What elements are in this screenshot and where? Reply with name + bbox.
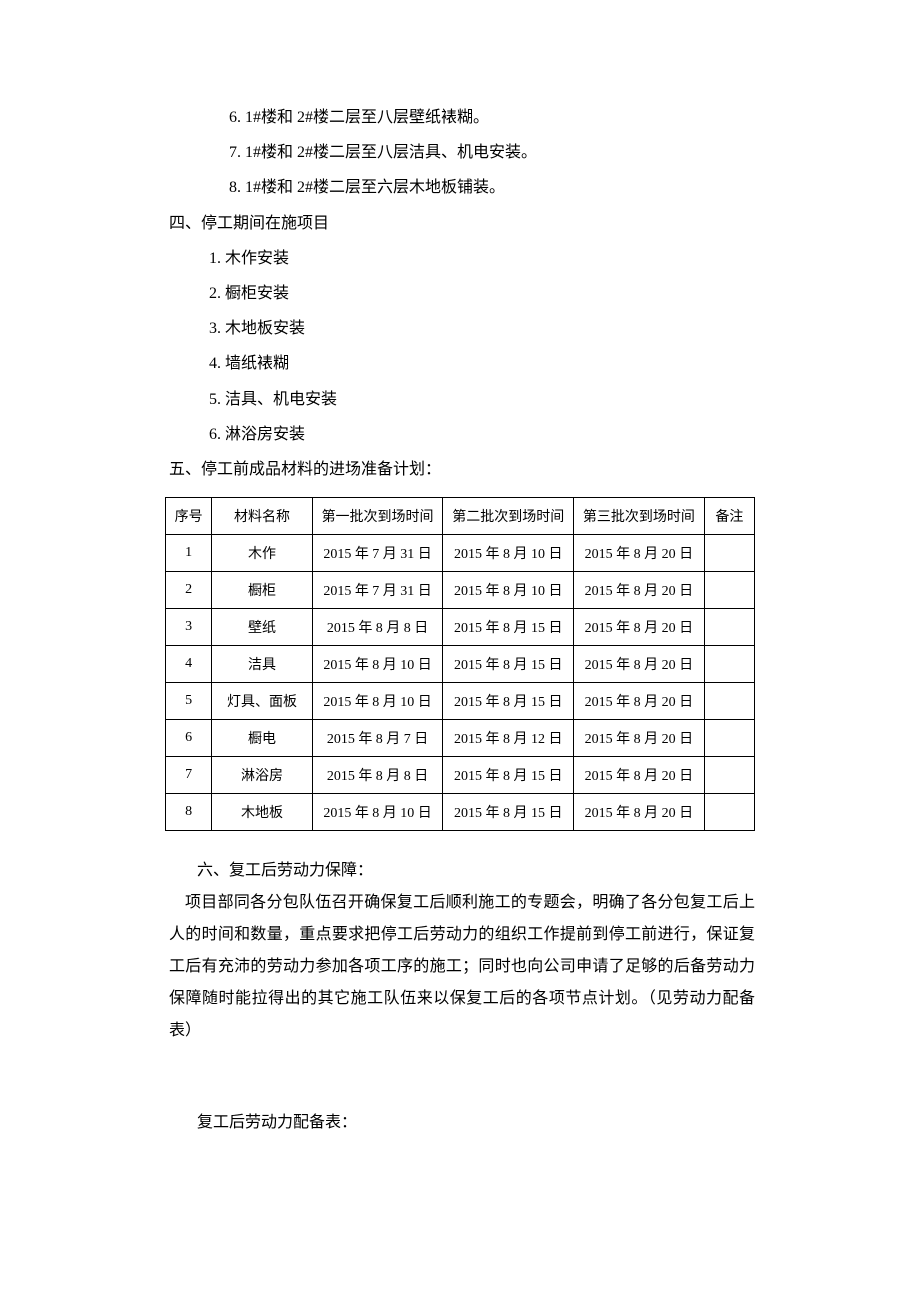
- table-header-row: 序号 材料名称 第一批次到场时间 第二批次到场时间 第三批次到场时间 备注: [166, 498, 755, 535]
- section-4-heading: 四、停工期间在施项目: [169, 206, 755, 241]
- list-item: 1. 木作安装: [209, 241, 755, 276]
- materials-table: 序号 材料名称 第一批次到场时间 第二批次到场时间 第三批次到场时间 备注 1木…: [165, 497, 755, 831]
- table-cell: 木地板: [212, 794, 313, 831]
- table-cell: 2015 年 8 月 15 日: [443, 609, 574, 646]
- table-cell: 2015 年 8 月 10 日: [443, 535, 574, 572]
- table-cell: 2015 年 8 月 12 日: [443, 720, 574, 757]
- table-cell: 2015 年 8 月 20 日: [574, 609, 705, 646]
- list-item: 8. 1#楼和 2#楼二层至六层木地板铺装。: [229, 170, 755, 205]
- table-cell: 2015 年 8 月 20 日: [574, 757, 705, 794]
- table-cell: 2015 年 8 月 20 日: [574, 535, 705, 572]
- table-row: 8木地板2015 年 8 月 10 日2015 年 8 月 15 日2015 年…: [166, 794, 755, 831]
- table-cell: 2015 年 8 月 8 日: [312, 757, 443, 794]
- table-cell: 2015 年 8 月 15 日: [443, 757, 574, 794]
- table-cell: 2015 年 8 月 15 日: [443, 683, 574, 720]
- table-cell: 6: [166, 720, 212, 757]
- table-cell: 2015 年 8 月 15 日: [443, 794, 574, 831]
- table-cell: [704, 646, 754, 683]
- list-item: 3. 木地板安装: [209, 311, 755, 346]
- table-cell: 2015 年 8 月 7 日: [312, 720, 443, 757]
- table-cell: 洁具: [212, 646, 313, 683]
- section-6-body: 项目部同各分包队伍召开确保复工后顺利施工的专题会，明确了各分包复工后上人的时间和…: [169, 887, 755, 1047]
- table-row: 4洁具2015 年 8 月 10 日2015 年 8 月 15 日2015 年 …: [166, 646, 755, 683]
- table-cell: 2015 年 8 月 20 日: [574, 720, 705, 757]
- col-header: 备注: [704, 498, 754, 535]
- table-row: 1木作2015 年 7 月 31 日2015 年 8 月 10 日2015 年 …: [166, 535, 755, 572]
- section-5-heading: 五、停工前成品材料的进场准备计划：: [169, 452, 755, 487]
- section-6-heading: 六、复工后劳动力保障：: [165, 855, 755, 887]
- col-header: 第三批次到场时间: [574, 498, 705, 535]
- table-cell: 灯具、面板: [212, 683, 313, 720]
- table-cell: 2015 年 7 月 31 日: [312, 535, 443, 572]
- table-cell: 橱电: [212, 720, 313, 757]
- table-row: 5灯具、面板2015 年 8 月 10 日2015 年 8 月 15 日2015…: [166, 683, 755, 720]
- list-item: 5. 洁具、机电安装: [209, 382, 755, 417]
- col-header: 第一批次到场时间: [312, 498, 443, 535]
- table-cell: [704, 535, 754, 572]
- table-row: 3壁纸2015 年 8 月 8 日2015 年 8 月 15 日2015 年 8…: [166, 609, 755, 646]
- table-cell: 2015 年 8 月 10 日: [443, 572, 574, 609]
- table-row: 2橱柜2015 年 7 月 31 日2015 年 8 月 10 日2015 年 …: [166, 572, 755, 609]
- list-item: 6. 淋浴房安装: [209, 417, 755, 452]
- table-cell: [704, 757, 754, 794]
- table-cell: 5: [166, 683, 212, 720]
- table-cell: [704, 720, 754, 757]
- col-header: 序号: [166, 498, 212, 535]
- col-header: 材料名称: [212, 498, 313, 535]
- table-row: 6橱电2015 年 8 月 7 日2015 年 8 月 12 日2015 年 8…: [166, 720, 755, 757]
- table-cell: 2015 年 8 月 15 日: [443, 646, 574, 683]
- table-cell: 2015 年 8 月 20 日: [574, 683, 705, 720]
- list-item: 2. 橱柜安装: [209, 276, 755, 311]
- col-header: 第二批次到场时间: [443, 498, 574, 535]
- list-item: 4. 墙纸裱糊: [209, 346, 755, 381]
- table-cell: 1: [166, 535, 212, 572]
- table-cell: 木作: [212, 535, 313, 572]
- table-cell: 壁纸: [212, 609, 313, 646]
- list-item: 7. 1#楼和 2#楼二层至八层洁具、机电安装。: [229, 135, 755, 170]
- table-row: 7淋浴房2015 年 8 月 8 日2015 年 8 月 15 日2015 年 …: [166, 757, 755, 794]
- table-cell: 2: [166, 572, 212, 609]
- table-cell: 2015 年 8 月 8 日: [312, 609, 443, 646]
- table-cell: 橱柜: [212, 572, 313, 609]
- table-cell: 淋浴房: [212, 757, 313, 794]
- table-cell: [704, 609, 754, 646]
- table-cell: 3: [166, 609, 212, 646]
- table-cell: 4: [166, 646, 212, 683]
- table-cell: 2015 年 8 月 20 日: [574, 646, 705, 683]
- table-cell: 2015 年 8 月 20 日: [574, 794, 705, 831]
- table-cell: 2015 年 8 月 10 日: [312, 794, 443, 831]
- table-cell: [704, 683, 754, 720]
- table-cell: 2015 年 8 月 20 日: [574, 572, 705, 609]
- table-cell: [704, 572, 754, 609]
- table-cell: 7: [166, 757, 212, 794]
- table-cell: 8: [166, 794, 212, 831]
- table2-label: 复工后劳动力配备表：: [197, 1107, 755, 1139]
- table-cell: 2015 年 8 月 10 日: [312, 646, 443, 683]
- table-cell: 2015 年 8 月 10 日: [312, 683, 443, 720]
- table-cell: [704, 794, 754, 831]
- table-cell: 2015 年 7 月 31 日: [312, 572, 443, 609]
- list-item: 6. 1#楼和 2#楼二层至八层壁纸裱糊。: [229, 100, 755, 135]
